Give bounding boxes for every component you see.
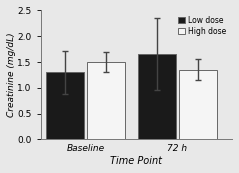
- Bar: [87, 62, 125, 139]
- Y-axis label: Creatinine (mg/dL): Creatinine (mg/dL): [7, 33, 16, 117]
- Bar: [138, 54, 176, 139]
- X-axis label: Time Point: Time Point: [110, 156, 162, 166]
- Bar: [46, 72, 84, 139]
- Bar: [179, 70, 217, 139]
- Legend: Low dose, High dose: Low dose, High dose: [176, 14, 228, 37]
